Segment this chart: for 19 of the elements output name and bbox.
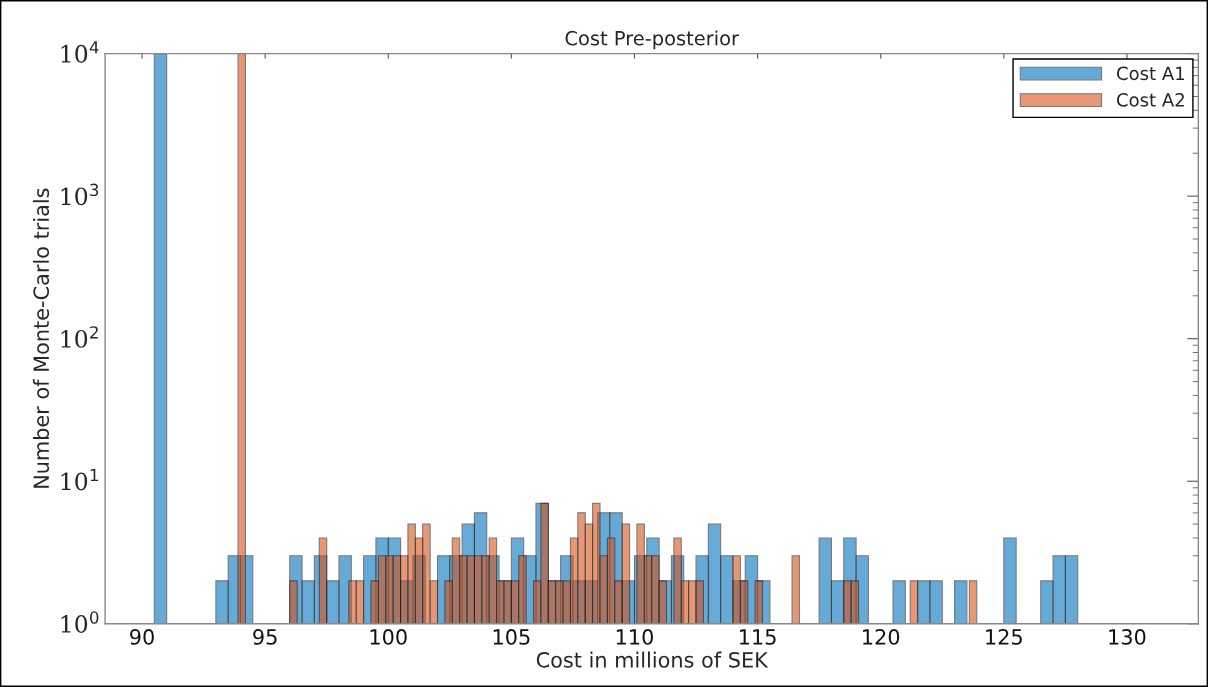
x-tick-label: 130 xyxy=(1109,629,1146,645)
y-axis-title: Number of Monte-Carlo trials xyxy=(32,188,50,488)
x-tick-label: 100 xyxy=(370,629,407,645)
chart-title: Cost Pre-posterior xyxy=(565,30,739,50)
y-tick-label: 10$^{0}$ xyxy=(61,611,99,633)
x-axis-title: Cost in millions of SEK xyxy=(536,651,769,668)
x-tick-label: 95 xyxy=(253,629,277,645)
x-tick-label: 90 xyxy=(130,629,154,645)
x-tick-label: 115 xyxy=(740,629,776,645)
x-tick-label: 125 xyxy=(986,629,1022,645)
y-tick-label: 10$^{1}$ xyxy=(61,468,98,491)
y-tick-label: 10$^{2}$ xyxy=(61,326,98,348)
y-tick-label: 10$^{3}$ xyxy=(61,183,99,206)
x-tick-label: 120 xyxy=(863,629,900,645)
y-tick-label: 10$^{4}$ xyxy=(61,41,99,63)
legend-label: Cost A2 xyxy=(1116,93,1184,107)
x-tick-label: 110 xyxy=(616,629,653,645)
legend-label: Cost A1 xyxy=(1116,66,1185,81)
x-tick-label: 105 xyxy=(493,629,530,645)
